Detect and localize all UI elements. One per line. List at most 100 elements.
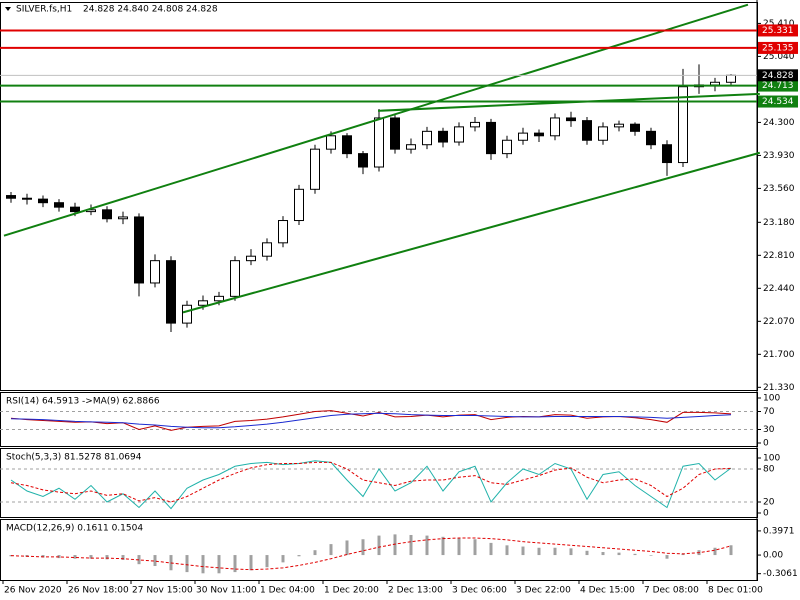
current-price-tag	[758, 69, 798, 82]
histogram-bar	[649, 555, 653, 556]
candle-body	[662, 144, 672, 164]
level-label: 24.534	[762, 97, 794, 107]
histogram-bar	[281, 555, 285, 563]
indicator-line	[10, 461, 732, 503]
y-tick-label: 21.330	[763, 383, 795, 393]
candle-body	[678, 86, 688, 164]
level-label: 24.713	[762, 81, 794, 91]
candle-body	[134, 216, 144, 284]
histogram-bar	[537, 547, 541, 556]
histogram-bar	[121, 555, 125, 560]
panel-frame	[0, 2, 758, 391]
x-tick-label: 1 Dec 04:00	[260, 586, 315, 596]
indicator-line	[10, 460, 732, 510]
panel-title: RSI(14) 64.5913 ->MA(9) 62.8866	[6, 397, 160, 407]
candle-body	[54, 202, 64, 208]
histogram-bar	[441, 536, 445, 556]
y-tick-label: 25.040	[763, 52, 795, 62]
candle-body	[726, 74, 736, 83]
x-tick-label: 26 Nov 2020	[4, 586, 62, 596]
level-tag	[758, 41, 798, 54]
panel-title: Stoch(5,3,3) 81.5278 81.0694	[6, 453, 142, 463]
candle-body	[182, 304, 192, 324]
candle-body	[646, 130, 656, 146]
candle-body	[710, 81, 720, 86]
y-tick-label: 0.3971	[763, 526, 795, 536]
level-tag	[758, 79, 798, 92]
x-tick-label: 30 Nov 11:00	[196, 586, 257, 596]
histogram-bar	[329, 544, 333, 556]
level-tag	[758, 24, 798, 37]
histogram-bar	[137, 555, 141, 565]
candle-body	[310, 148, 320, 190]
y-tick-label: 0	[763, 439, 769, 449]
histogram-bar	[105, 555, 109, 560]
chart-quote: 24.828 24.840 24.808 24.828	[83, 5, 218, 15]
x-tick-label: 1 Dec 20:00	[324, 586, 379, 596]
histogram-bar	[185, 555, 189, 573]
y-tick-label: 23.930	[763, 151, 795, 161]
histogram-bar	[345, 540, 349, 556]
candle-body	[566, 117, 576, 122]
candle-body	[502, 139, 512, 155]
menu-triangle	[5, 7, 11, 11]
histogram-bar	[393, 534, 397, 556]
panel-title: MACD(12,26,9) 0.1611 0.1504	[6, 524, 143, 534]
histogram-bar	[601, 552, 605, 556]
candle-body	[214, 295, 224, 302]
level-label: 25.331	[762, 26, 794, 36]
histogram-bar	[553, 547, 557, 556]
candle-body	[342, 135, 352, 155]
candle-body	[534, 132, 544, 137]
candle-body	[486, 121, 496, 155]
signal-line	[10, 537, 732, 571]
histogram-bar	[521, 546, 525, 556]
candle-body	[166, 260, 176, 324]
histogram-bar	[633, 553, 637, 556]
histogram-bar	[57, 555, 61, 559]
candle-body	[454, 126, 464, 143]
y-tick-label: 22.070	[763, 317, 795, 327]
histogram-bar	[9, 555, 13, 557]
histogram-bar	[585, 550, 589, 556]
candle-body	[198, 300, 208, 306]
histogram-bar	[409, 534, 413, 556]
y-tick-label: 20	[763, 498, 775, 508]
histogram-bar	[617, 552, 621, 556]
panel-title: SILVER.fs,H1	[16, 5, 72, 15]
candle-body	[598, 126, 608, 141]
candle-body	[294, 188, 304, 222]
histogram-bar	[73, 555, 77, 559]
y-tick-label: 24.300	[763, 118, 795, 128]
histogram-bar	[201, 555, 205, 574]
candle-body	[326, 135, 336, 150]
indicator-line	[10, 412, 732, 429]
y-tick-label: 23.560	[763, 184, 795, 194]
histogram-bar	[377, 535, 381, 556]
candle-body	[22, 197, 32, 200]
histogram-bar	[89, 555, 93, 559]
histogram-bar	[489, 542, 493, 556]
y-tick-label: 30	[763, 425, 775, 435]
y-tick-label: 25.410	[763, 19, 795, 29]
y-tick-label: 22.810	[763, 251, 795, 261]
candle-body	[38, 198, 48, 204]
trend-line	[182, 151, 761, 314]
y-tick-label: 22.440	[763, 284, 795, 294]
histogram-bar	[297, 555, 301, 557]
y-tick-label: 23.180	[763, 218, 795, 228]
candle-body	[438, 130, 448, 143]
candle-body	[102, 209, 112, 220]
level-label: 25.135	[762, 43, 794, 53]
candle-body	[358, 153, 368, 168]
y-tick-label: 100	[763, 454, 780, 464]
y-tick-label: 80	[763, 465, 775, 475]
histogram-bar	[457, 538, 461, 556]
candle-body	[422, 130, 432, 146]
histogram-bar	[665, 555, 669, 559]
y-tick-label: 70	[763, 407, 775, 417]
candle-body	[70, 206, 80, 213]
candle-body	[230, 260, 240, 297]
histogram-bar	[233, 555, 237, 573]
